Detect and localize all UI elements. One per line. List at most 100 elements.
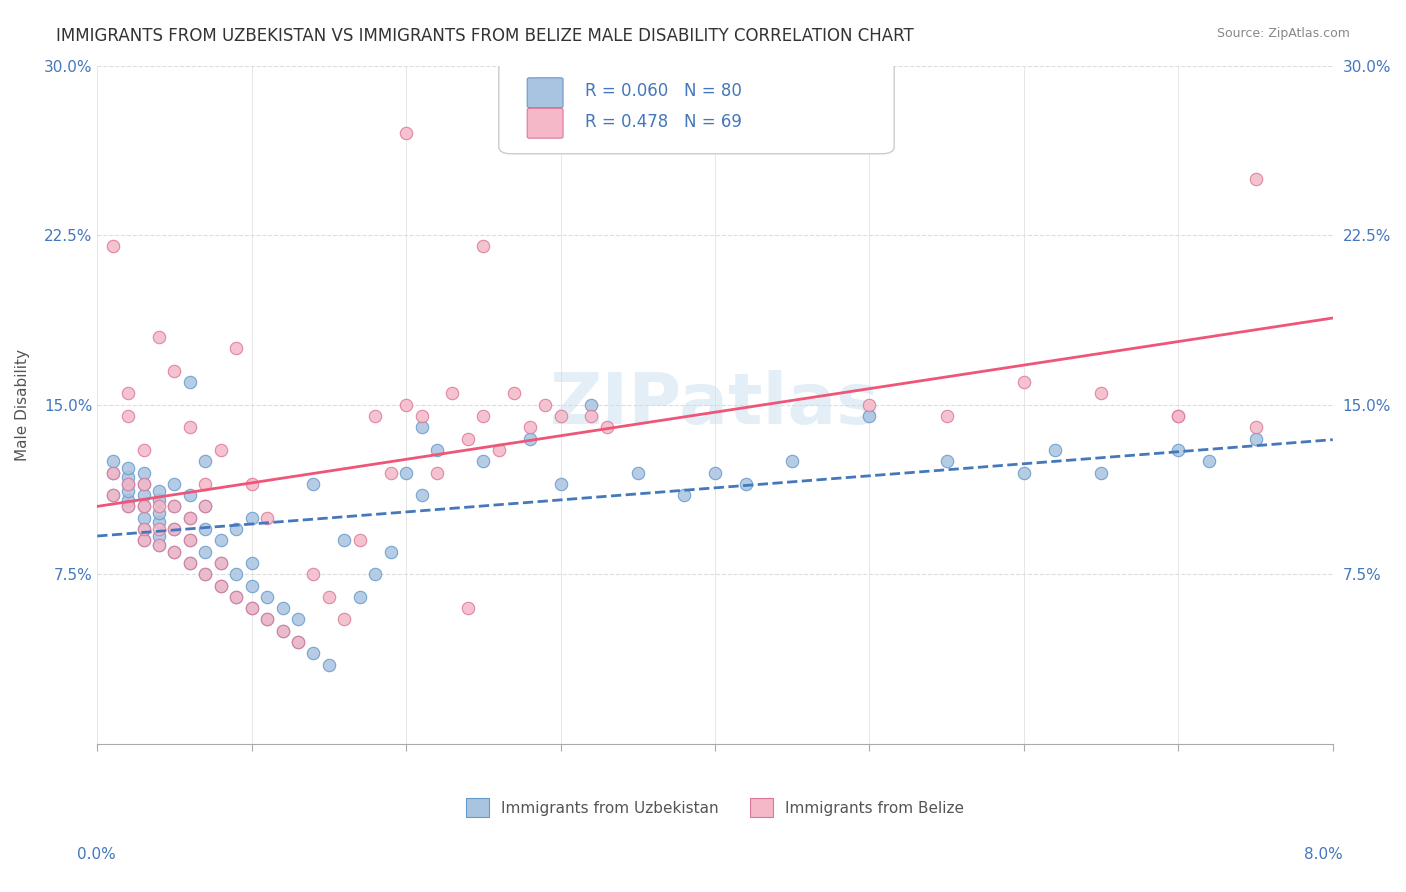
Point: [163, 522, 186, 536]
Point: [287, 635, 309, 649]
Point: [364, 567, 387, 582]
Point: [148, 500, 170, 514]
Legend: Immigrants from Uzbekistan, Immigrants from Belize: Immigrants from Uzbekistan, Immigrants f…: [460, 792, 970, 823]
Point: [225, 590, 247, 604]
Point: [132, 500, 155, 514]
Point: [704, 466, 727, 480]
Point: [179, 510, 201, 524]
Point: [333, 612, 356, 626]
Text: R = 0.478   N = 69: R = 0.478 N = 69: [585, 113, 742, 131]
Point: [240, 601, 263, 615]
Point: [117, 461, 139, 475]
Point: [441, 386, 464, 401]
Point: [117, 492, 139, 507]
Point: [117, 386, 139, 401]
Point: [117, 476, 139, 491]
Point: [581, 398, 603, 412]
Point: [858, 398, 880, 412]
Point: [101, 488, 124, 502]
Point: [194, 544, 217, 558]
Point: [179, 375, 201, 389]
Point: [256, 612, 278, 626]
Point: [194, 522, 217, 536]
Point: [673, 488, 696, 502]
Point: [132, 500, 155, 514]
Point: [349, 533, 371, 548]
Point: [101, 466, 124, 480]
Point: [163, 500, 186, 514]
Point: [395, 127, 418, 141]
Point: [117, 500, 139, 514]
Point: [333, 533, 356, 548]
Point: [472, 409, 495, 423]
Point: [271, 601, 294, 615]
Point: [117, 483, 139, 498]
FancyBboxPatch shape: [527, 78, 562, 108]
Point: [472, 454, 495, 468]
Point: [225, 522, 247, 536]
Point: [287, 635, 309, 649]
Point: [596, 420, 619, 434]
Point: [132, 476, 155, 491]
Point: [426, 466, 449, 480]
Point: [240, 578, 263, 592]
Point: [163, 500, 186, 514]
Point: [550, 476, 572, 491]
Point: [132, 533, 155, 548]
Point: [780, 454, 803, 468]
Point: [256, 590, 278, 604]
Point: [627, 466, 650, 480]
Point: [163, 522, 186, 536]
Point: [225, 590, 247, 604]
Point: [163, 476, 186, 491]
Text: R = 0.060   N = 80: R = 0.060 N = 80: [585, 82, 742, 101]
Text: 8.0%: 8.0%: [1303, 847, 1343, 862]
FancyBboxPatch shape: [499, 59, 894, 153]
Point: [209, 442, 232, 457]
Point: [240, 556, 263, 570]
Point: [411, 488, 433, 502]
Point: [472, 239, 495, 253]
Point: [117, 470, 139, 484]
Point: [209, 556, 232, 570]
Point: [225, 567, 247, 582]
Point: [132, 476, 155, 491]
Text: IMMIGRANTS FROM UZBEKISTAN VS IMMIGRANTS FROM BELIZE MALE DISABILITY CORRELATION: IMMIGRANTS FROM UZBEKISTAN VS IMMIGRANTS…: [56, 27, 914, 45]
Point: [117, 409, 139, 423]
Point: [271, 624, 294, 638]
Point: [318, 657, 340, 672]
Point: [1043, 442, 1066, 457]
Point: [209, 578, 232, 592]
Point: [194, 454, 217, 468]
Point: [209, 578, 232, 592]
Point: [148, 492, 170, 507]
Point: [148, 483, 170, 498]
Point: [101, 454, 124, 468]
Point: [503, 386, 526, 401]
Point: [287, 612, 309, 626]
Point: [1244, 171, 1267, 186]
Point: [519, 432, 541, 446]
Point: [457, 601, 479, 615]
Point: [302, 646, 325, 660]
Y-axis label: Male Disability: Male Disability: [15, 349, 30, 460]
Point: [426, 442, 449, 457]
Point: [349, 590, 371, 604]
Point: [163, 364, 186, 378]
Point: [132, 442, 155, 457]
FancyBboxPatch shape: [527, 108, 562, 138]
Point: [858, 409, 880, 423]
Point: [194, 500, 217, 514]
Point: [163, 544, 186, 558]
Point: [780, 127, 803, 141]
Point: [256, 510, 278, 524]
Point: [117, 476, 139, 491]
Point: [132, 533, 155, 548]
Point: [1198, 454, 1220, 468]
Point: [148, 522, 170, 536]
Point: [179, 533, 201, 548]
Point: [581, 409, 603, 423]
Point: [132, 522, 155, 536]
Point: [209, 533, 232, 548]
Point: [148, 529, 170, 543]
